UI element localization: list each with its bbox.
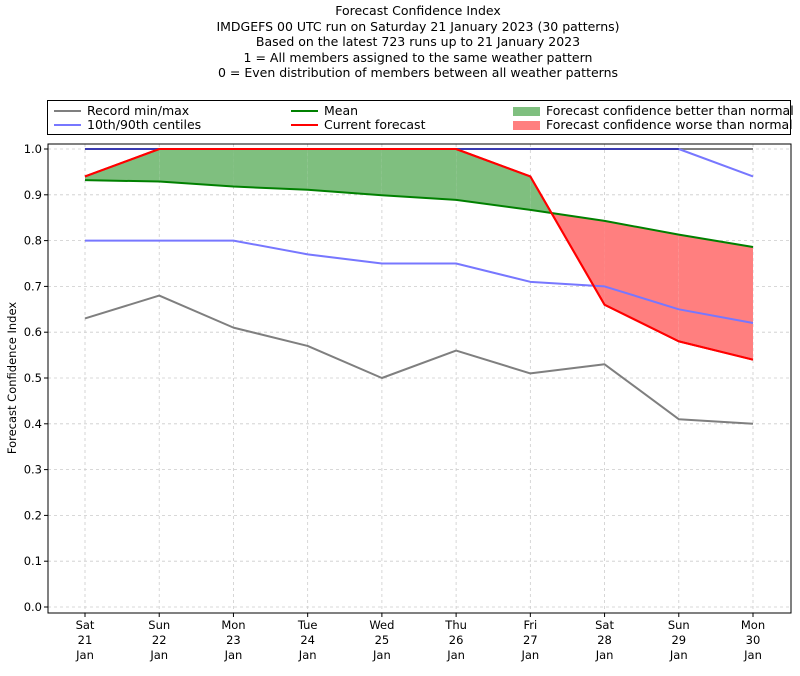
- legend-label-mean: Mean: [324, 103, 359, 118]
- record-min-line: [84, 294, 754, 425]
- y-tick-label: 0.6: [24, 325, 42, 339]
- x-tick-label: Thu: [444, 618, 467, 632]
- title-line-4: 1 = All members assigned to the same wea…: [243, 49, 593, 65]
- legend-label-record: Record min/max: [87, 103, 190, 118]
- x-tick-label: Sun: [148, 618, 170, 632]
- title-line-2: IMDGEFS 00 UTC run on Saturday 21 Januar…: [216, 18, 620, 34]
- x-tick-label: Jan: [595, 648, 614, 662]
- y-tick-label: 0.0: [24, 600, 42, 614]
- x-tick-label: 21: [78, 633, 93, 647]
- y-axis: 0.0 0.1 0.2 0.3 0.4 0.5 0.6 0.7 0.8 0.9 1.0: [24, 142, 48, 614]
- x-tick-label: 27: [523, 633, 538, 647]
- x-tick-label: Jan: [743, 648, 762, 662]
- fill-better-than-normal: [381, 149, 457, 200]
- current-forecast-line-top: [84, 148, 754, 361]
- fill-worse-than-normal: [604, 220, 679, 342]
- legend-label-current: Current forecast: [324, 117, 426, 132]
- y-tick-label: 1.0: [24, 142, 42, 156]
- x-tick-label: 30: [746, 633, 761, 647]
- x-tick-label: 24: [300, 633, 315, 647]
- legend-swatch-worse: [513, 121, 540, 130]
- y-tick-label: 0.3: [24, 463, 42, 477]
- title-line-5: 0 = Even distribution of members between…: [217, 65, 619, 81]
- legend-label-better: Forecast confidence better than normal: [546, 103, 794, 118]
- x-tick-label: Jan: [520, 648, 539, 662]
- series-lines: [84, 148, 754, 425]
- y-tick-label: 0.7: [24, 279, 42, 293]
- legend-swatch-better: [513, 107, 540, 116]
- x-tick-label: Sat: [595, 618, 614, 632]
- chart-title: Forecast Confidence Index IMDGEFS 00 UTC…: [0, 3, 800, 81]
- legend-swatch-mean: [291, 110, 318, 112]
- x-tick-label: Jan: [224, 648, 243, 662]
- y-tick-label: 0.4: [24, 417, 42, 431]
- x-tick-label: Jan: [75, 648, 94, 662]
- mean-line: [84, 179, 754, 248]
- legend-label-centiles: 10th/90th centiles: [87, 117, 202, 132]
- x-tick-label: Wed: [369, 618, 394, 632]
- legend-swatch-current: [291, 124, 318, 126]
- fill-better-than-normal: [233, 149, 308, 190]
- fill-better-than-normal: [85, 149, 160, 182]
- x-tick-label: Mon: [221, 618, 245, 632]
- x-tick-label: 29: [671, 633, 686, 647]
- x-tick-label: Sun: [668, 618, 690, 632]
- legend: Record min/max 10th/90th centiles Mean C…: [47, 100, 794, 135]
- x-tick-label: Jan: [669, 648, 688, 662]
- title-line-1: Forecast Confidence Index: [335, 3, 501, 18]
- legend-label-worse: Forecast confidence worse than normal: [546, 117, 793, 132]
- x-tick-label: Tue: [297, 618, 318, 632]
- x-tick-label: Jan: [372, 648, 391, 662]
- x-tick-label: Jan: [446, 648, 465, 662]
- y-tick-label: 0.2: [24, 508, 42, 522]
- y-axis-label: Forecast Confidence Index: [5, 302, 19, 454]
- x-tick-label: 25: [375, 633, 390, 647]
- grid: [48, 144, 791, 613]
- y-tick-label: 0.1: [24, 554, 42, 568]
- fill-better-than-normal: [159, 149, 234, 187]
- y-tick-label: 0.5: [24, 371, 42, 385]
- x-tick-label: 23: [226, 633, 241, 647]
- x-tick-label: 22: [152, 633, 167, 647]
- x-axis: Sat21JanSun22JanMon23JanTue24JanWed25Jan…: [75, 613, 765, 662]
- fill-better-than-normal: [456, 149, 531, 210]
- legend-swatch-centiles: [54, 124, 81, 126]
- legend-swatch-record: [54, 110, 81, 112]
- y-tick-label: 0.8: [24, 234, 42, 248]
- fill-worse-than-normal: [678, 234, 753, 360]
- y-tick-label: 0.9: [24, 188, 42, 202]
- x-tick-label: 26: [449, 633, 464, 647]
- x-tick-label: Mon: [741, 618, 765, 632]
- x-tick-label: Sat: [76, 618, 95, 632]
- x-tick-label: 28: [597, 633, 612, 647]
- fill-better-than-normal: [307, 149, 382, 196]
- x-tick-label: Fri: [523, 618, 537, 632]
- x-tick-label: Jan: [149, 648, 168, 662]
- x-tick-label: Jan: [298, 648, 317, 662]
- 10th-centile-line: [85, 239, 754, 325]
- title-line-3: Based on the latest 723 runs up to 21 Ja…: [255, 34, 581, 50]
